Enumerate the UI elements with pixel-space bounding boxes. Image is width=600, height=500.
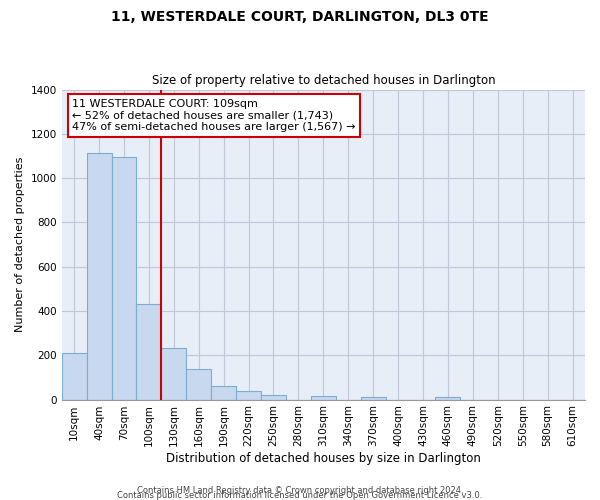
Bar	[311, 396, 336, 400]
Bar	[112, 157, 136, 400]
Bar	[186, 368, 211, 400]
X-axis label: Distribution of detached houses by size in Darlington: Distribution of detached houses by size …	[166, 452, 481, 465]
Bar	[62, 353, 86, 400]
Bar	[136, 304, 161, 400]
Text: 11, WESTERDALE COURT, DARLINGTON, DL3 0TE: 11, WESTERDALE COURT, DARLINGTON, DL3 0T…	[111, 10, 489, 24]
Bar	[211, 386, 236, 400]
Bar	[361, 398, 386, 400]
Title: Size of property relative to detached houses in Darlington: Size of property relative to detached ho…	[152, 74, 495, 87]
Bar	[436, 398, 460, 400]
Text: 11 WESTERDALE COURT: 109sqm
← 52% of detached houses are smaller (1,743)
47% of : 11 WESTERDALE COURT: 109sqm ← 52% of det…	[72, 99, 356, 132]
Text: Contains public sector information licensed under the Open Government Licence v3: Contains public sector information licen…	[118, 491, 482, 500]
Bar	[261, 395, 286, 400]
Text: Contains HM Land Registry data © Crown copyright and database right 2024.: Contains HM Land Registry data © Crown c…	[137, 486, 463, 495]
Bar	[86, 152, 112, 400]
Bar	[236, 390, 261, 400]
Y-axis label: Number of detached properties: Number of detached properties	[15, 157, 25, 332]
Bar	[161, 348, 186, 400]
